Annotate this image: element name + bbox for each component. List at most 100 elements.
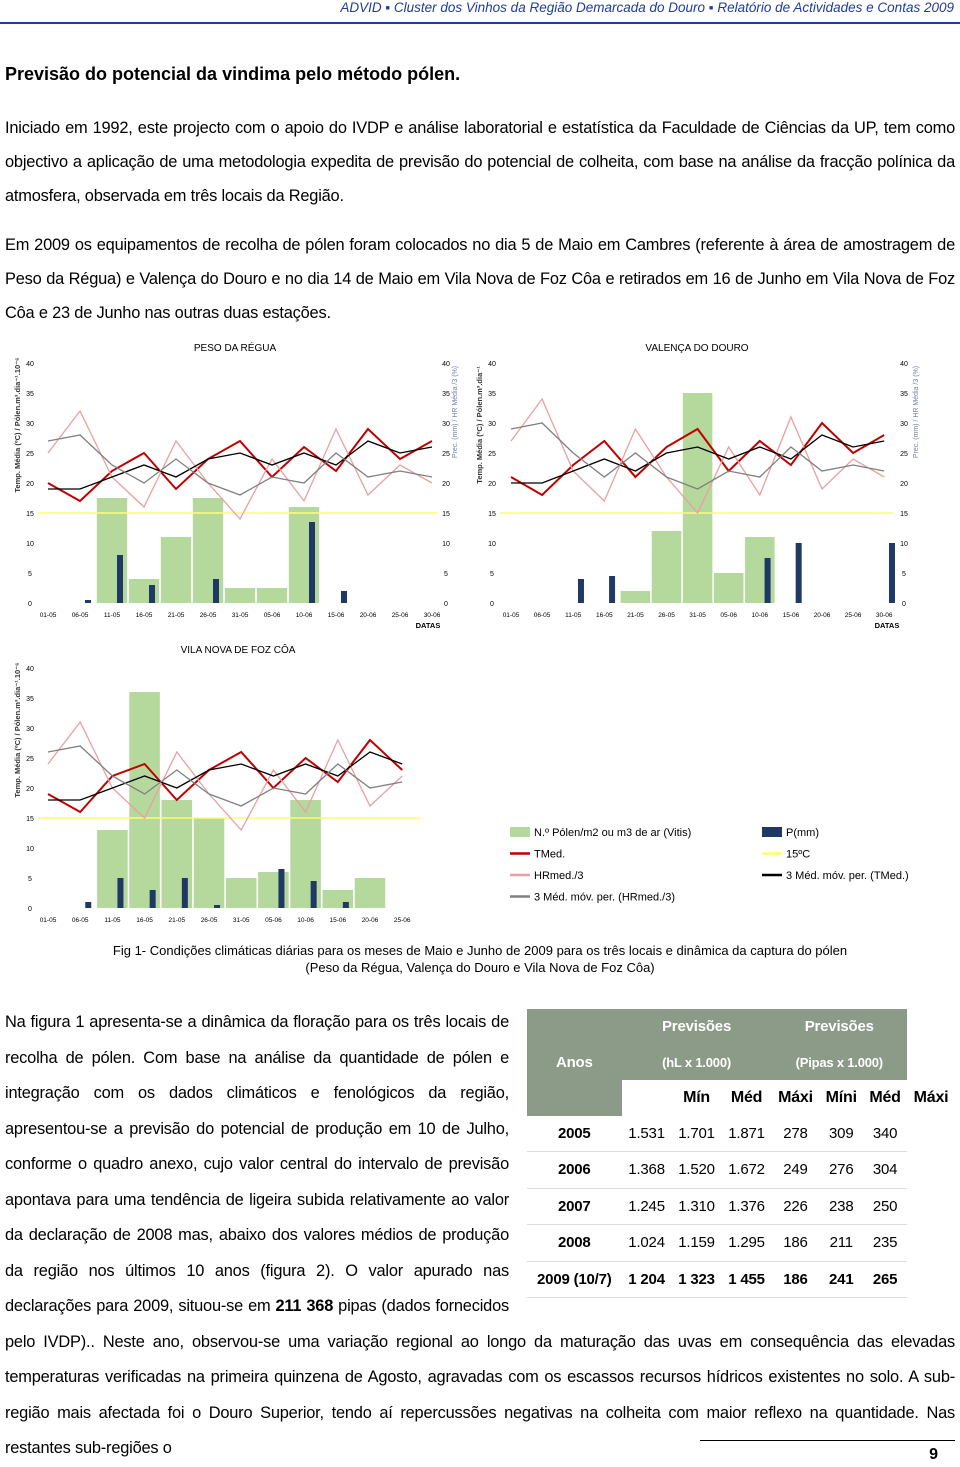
y2-tick-label: 0 bbox=[902, 601, 906, 608]
x-tick-label: 25-06 bbox=[394, 917, 411, 924]
table-cell: 1.701 bbox=[671, 1115, 722, 1152]
table-row: 2006 1.368 1.520 1.672 249 276 304 bbox=[527, 1151, 955, 1189]
x-tick-label: 10-06 bbox=[751, 612, 768, 619]
y-tick-label: 25 bbox=[488, 451, 496, 458]
x-tick-label: 31-05 bbox=[689, 612, 706, 619]
x-tick-label: 25-06 bbox=[392, 612, 409, 619]
y2-axis-label: Prec. (mm) / HR Média /3 (%) bbox=[452, 366, 459, 458]
group-title: Previsões bbox=[804, 1018, 874, 1035]
legend-label: N.º Pólen/m2 ou m3 de ar (Vitis) bbox=[534, 827, 691, 839]
table-cell: 1 204 bbox=[621, 1261, 672, 1298]
table-cell: 2006 bbox=[527, 1151, 622, 1189]
table-cell: 1 455 bbox=[721, 1261, 772, 1298]
x-tick-label: 11-05 bbox=[565, 612, 582, 619]
table-row: Anos Previsões (hL x 1.000) Previsões (Pipas… bbox=[527, 1009, 955, 1116]
table-cell: 250 bbox=[863, 1188, 908, 1225]
caption-line: Fig 1- Condições climáticas diárias para… bbox=[112, 943, 848, 958]
x-tick-label: 30-06 bbox=[876, 612, 893, 619]
legend-label: 15ºC bbox=[786, 849, 810, 861]
legend-label: HRmed./3 bbox=[534, 870, 584, 882]
bar bbox=[117, 555, 123, 603]
y2-tick-label: 5 bbox=[444, 571, 448, 578]
table-cell: 1.368 bbox=[621, 1151, 672, 1189]
y2-tick-label: 35 bbox=[442, 391, 450, 398]
x-tick-label: 05-06 bbox=[720, 612, 737, 619]
bar bbox=[149, 585, 155, 603]
x-tick-label: 16-05 bbox=[136, 612, 153, 619]
bar bbox=[85, 600, 91, 603]
bar bbox=[888, 543, 895, 603]
section-title: Previsão do potencial da vindima pelo mé… bbox=[5, 64, 461, 84]
legend-swatch bbox=[510, 827, 530, 837]
y-axis-label: Temp. Média (ºC) / Pólen.m³.dia⁻¹.10⁻⁶ bbox=[13, 357, 22, 492]
y-tick-label: 20 bbox=[488, 481, 496, 488]
y-tick-label: 10 bbox=[26, 846, 34, 853]
table-cell: 1.159 bbox=[671, 1224, 722, 1262]
y2-tick-label: 0 bbox=[444, 601, 448, 608]
table-cell: 1.024 bbox=[621, 1224, 672, 1262]
table-cell: 1.871 bbox=[721, 1115, 772, 1152]
y-tick-label: 35 bbox=[26, 391, 34, 398]
line-series bbox=[510, 421, 885, 497]
line-series bbox=[48, 440, 433, 490]
y2-tick-label: 10 bbox=[442, 541, 450, 548]
x-tick-label: 21-05 bbox=[627, 612, 644, 619]
y2-tick-label: 20 bbox=[442, 481, 450, 488]
bar bbox=[609, 576, 616, 603]
table-cell: 186 bbox=[771, 1224, 820, 1262]
figure-caption: Fig 1- Condições climáticas diárias para… bbox=[80, 942, 880, 976]
table-cell: 1.310 bbox=[671, 1188, 722, 1225]
x-tick-label: 16-05 bbox=[596, 612, 613, 619]
table-cell: 265 bbox=[863, 1261, 908, 1298]
y2-tick-label: 20 bbox=[900, 481, 908, 488]
table-row: 2007 1.245 1.310 1.376 226 238 250 bbox=[527, 1188, 955, 1225]
table-row: 2008 1.024 1.159 1.295 186 211 235 bbox=[527, 1224, 955, 1262]
y-tick-label: 40 bbox=[26, 666, 34, 673]
table-cell: 211 bbox=[819, 1224, 864, 1262]
y2-tick-label: 40 bbox=[442, 361, 450, 368]
bar bbox=[224, 588, 256, 603]
table-cell: 2005 bbox=[527, 1115, 622, 1152]
x-axis-label: DATAS bbox=[875, 621, 900, 630]
x-tick-label: 10-06 bbox=[297, 917, 314, 924]
y2-tick-label: 30 bbox=[442, 421, 450, 428]
page-number: 9 bbox=[929, 1446, 938, 1463]
bar bbox=[181, 878, 188, 908]
y-tick-label: 15 bbox=[26, 816, 34, 823]
group-unit: (Pipas x 1.000) bbox=[795, 1054, 884, 1070]
caption-line: (Peso da Régua, Valença do Douro e Vila … bbox=[305, 960, 655, 975]
y2-tick-label: 15 bbox=[900, 511, 908, 518]
header-rule bbox=[0, 22, 960, 24]
x-tick-label: 11-05 bbox=[104, 917, 121, 924]
y-tick-label: 10 bbox=[488, 541, 496, 548]
x-tick-label: 15-06 bbox=[329, 917, 346, 924]
column-header: Míni bbox=[825, 1089, 857, 1106]
table-cell: 1.520 bbox=[671, 1151, 722, 1189]
table-cell: 278 bbox=[771, 1115, 820, 1152]
y-tick-label: 30 bbox=[26, 421, 34, 428]
x-tick-label: 21-05 bbox=[168, 917, 185, 924]
table-cell: 309 bbox=[819, 1115, 864, 1152]
footer-rule bbox=[700, 1440, 955, 1441]
table-cell: 276 bbox=[819, 1151, 864, 1189]
table-cell: 226 bbox=[771, 1188, 820, 1225]
y-tick-label: 40 bbox=[26, 361, 34, 368]
table-cell: 241 bbox=[819, 1261, 864, 1298]
group-unit: (hL x 1.000) bbox=[662, 1054, 731, 1070]
bar bbox=[713, 573, 744, 603]
y-tick-label: 15 bbox=[488, 511, 496, 518]
table-cell: 249 bbox=[771, 1151, 820, 1189]
bar bbox=[214, 905, 221, 908]
line-series bbox=[47, 434, 433, 496]
y-tick-label: 35 bbox=[488, 391, 496, 398]
table-corner: Anos bbox=[527, 1009, 622, 1116]
table-cell: 186 bbox=[771, 1261, 820, 1298]
y-tick-label: 0 bbox=[490, 601, 494, 608]
line-series bbox=[47, 720, 403, 832]
x-tick-label: 06-05 bbox=[72, 612, 89, 619]
y2-tick-label: 10 bbox=[900, 541, 908, 548]
column-header: Máxi bbox=[913, 1089, 949, 1106]
x-tick-label: 10-06 bbox=[296, 612, 313, 619]
bar bbox=[651, 531, 682, 603]
legend-label: 3 Méd. móv. per. (HRmed./3) bbox=[534, 892, 675, 904]
